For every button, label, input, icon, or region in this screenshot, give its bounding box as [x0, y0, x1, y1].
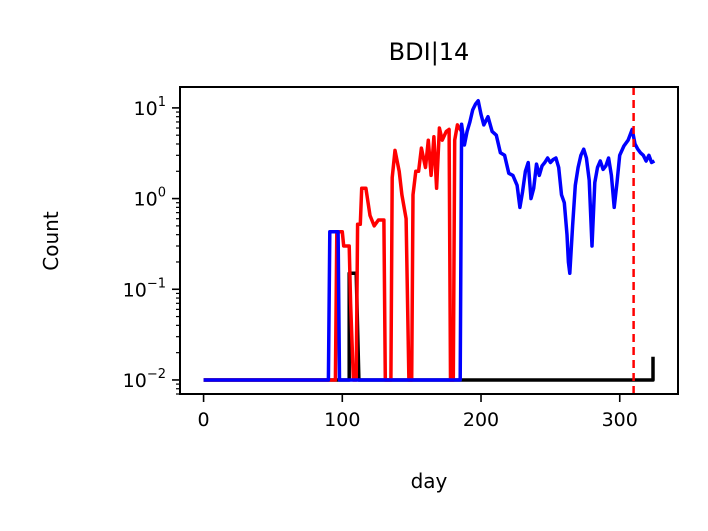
series-line-1 [203, 271, 655, 382]
x-tick-label: 100 [324, 409, 360, 431]
x-tick-label: 200 [463, 409, 499, 431]
chart-title: BDI|14 [389, 38, 470, 66]
x-tick-label: 300 [602, 409, 638, 431]
series-line-3 [203, 98, 656, 382]
y-axis-label: Count [39, 211, 63, 271]
series-line-2 [203, 123, 464, 382]
axes-frame [179, 86, 679, 395]
x-axis: 0 100 200 300 [198, 394, 638, 431]
y-tick-label: 100 [134, 186, 166, 211]
x-axis-label: day [411, 469, 448, 493]
plot-area [203, 87, 656, 394]
y-tick-label: 101 [134, 95, 166, 120]
y-axis: 10−2 10−1 100 101 [123, 95, 180, 395]
x-tick-label: 0 [198, 409, 210, 431]
y-tick-label: 10−2 [123, 367, 166, 392]
y-tick-label: 10−1 [123, 276, 166, 301]
